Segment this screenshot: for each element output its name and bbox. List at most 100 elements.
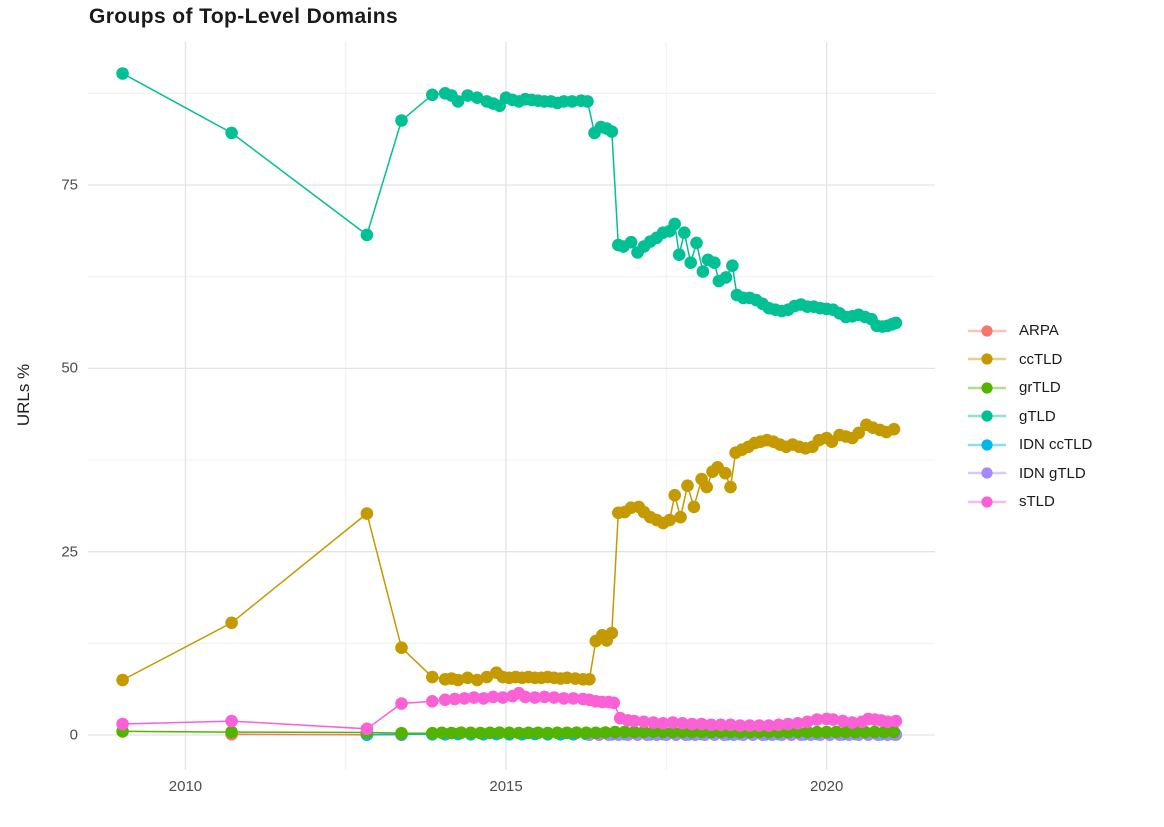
data-point	[496, 691, 510, 704]
data-point	[503, 726, 516, 740]
legend-label: grTLD	[1019, 379, 1061, 396]
data-point	[830, 725, 843, 739]
y-tick-label: 50	[61, 359, 78, 377]
data-point	[695, 717, 708, 731]
legend-label: IDN ccTLD	[1019, 436, 1093, 453]
data-point	[581, 95, 594, 108]
data-point	[672, 248, 686, 261]
data-point	[445, 726, 458, 740]
data-point	[395, 726, 408, 740]
series-stld	[116, 686, 903, 736]
data-point	[868, 725, 881, 739]
data-point	[762, 719, 776, 732]
data-point	[846, 716, 859, 729]
data-point	[395, 697, 408, 710]
x-tick-label: 2010	[168, 778, 203, 795]
data-point	[531, 726, 545, 740]
data-point	[522, 726, 535, 740]
data-point	[486, 690, 500, 704]
data-point	[589, 726, 603, 740]
data-point	[696, 265, 710, 278]
data-point	[560, 726, 574, 740]
data-point	[116, 673, 129, 687]
legend-item-idn-gtld: IDN gTLD	[966, 463, 1092, 484]
data-point	[360, 722, 374, 736]
legend-label: ccTLD	[1019, 350, 1063, 368]
data-point	[687, 500, 701, 514]
data-point	[887, 725, 901, 739]
data-point	[483, 726, 497, 740]
data-point	[116, 717, 129, 731]
data-point	[570, 726, 583, 739]
data-point	[608, 725, 622, 739]
data-point	[435, 726, 449, 740]
data-point	[647, 716, 660, 729]
x-tick-label: 2020	[809, 778, 844, 795]
data-point	[493, 726, 506, 739]
data-point	[791, 717, 805, 730]
legend-label: IDN gTLD	[1019, 464, 1086, 482]
legend-label: sTLD	[1019, 493, 1055, 510]
data-point	[579, 726, 593, 740]
data-point	[700, 480, 713, 494]
data-point	[225, 126, 238, 140]
legend-key-icon	[968, 495, 1006, 508]
data-point	[547, 691, 561, 704]
data-point	[605, 125, 619, 138]
data-point	[461, 671, 474, 685]
data-point	[470, 673, 484, 687]
data-point	[451, 95, 465, 108]
y-tick-label: 25	[61, 543, 78, 561]
data-point	[858, 725, 872, 739]
data-point	[637, 715, 651, 729]
data-point	[753, 719, 766, 732]
data-point	[685, 717, 699, 731]
data-point	[724, 480, 737, 494]
legend-label: ARPA	[1019, 322, 1059, 339]
data-point	[637, 725, 651, 739]
data-point	[567, 692, 580, 705]
data-point	[714, 718, 728, 732]
legend-key-icon	[968, 353, 1006, 365]
data-point	[557, 692, 571, 705]
data-point	[889, 316, 903, 330]
data-point	[781, 717, 795, 731]
data-point	[225, 725, 238, 739]
data-point	[451, 673, 465, 687]
data-point	[810, 713, 824, 726]
y-tick-label: 0	[69, 726, 78, 744]
data-point	[528, 691, 542, 704]
data-point	[681, 479, 694, 493]
data-point	[726, 259, 739, 273]
data-point	[647, 725, 660, 738]
legend-item-idn-cctld: IDN ccTLD	[966, 434, 1092, 455]
data-point	[474, 726, 487, 740]
data-point	[839, 725, 853, 739]
legend-item-grtld: grTLD	[966, 377, 1092, 398]
data-point	[743, 719, 756, 732]
data-point	[116, 67, 129, 80]
data-point	[772, 718, 785, 732]
data-point	[628, 714, 641, 728]
data-point	[599, 726, 612, 739]
data-point	[628, 725, 641, 739]
data-point	[674, 510, 687, 524]
data-point	[470, 91, 484, 104]
series-cctld	[116, 418, 901, 687]
legend-item-arpa: ARPA	[966, 320, 1092, 341]
data-point	[724, 718, 737, 732]
data-point	[426, 88, 439, 102]
data-point	[849, 725, 862, 739]
legend-key-icon	[968, 467, 1006, 479]
data-point	[464, 726, 478, 740]
data-point	[678, 226, 691, 239]
data-point	[656, 717, 670, 730]
data-point	[684, 256, 697, 270]
data-point	[666, 716, 680, 729]
data-point	[624, 235, 638, 249]
data-point	[461, 89, 474, 102]
data-point	[458, 692, 471, 705]
legend-item-cctld: ccTLD	[966, 349, 1092, 370]
